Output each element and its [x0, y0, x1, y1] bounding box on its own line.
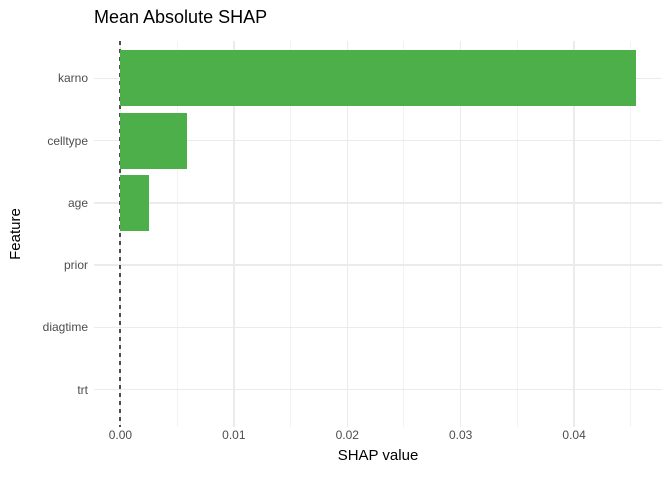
bar-age — [120, 174, 149, 231]
gridline-y-major-celltype — [94, 139, 662, 142]
gridline-x-minor — [176, 41, 178, 427]
y-tick-label-karno: karno — [57, 71, 88, 86]
y-axis-title: Feature — [7, 208, 24, 260]
y-tick-label-trt: trt — [77, 382, 88, 397]
y-tick-label-age: age — [67, 195, 88, 210]
bar-celltype — [120, 112, 188, 169]
y-tick-label-prior: prior — [63, 258, 88, 273]
gridline-y-major-prior — [94, 264, 662, 266]
y-tick-label-celltype: celltype — [47, 133, 88, 148]
gridline-x-minor — [630, 41, 632, 427]
x-tick-label-0.03: 0.03 — [448, 428, 473, 442]
gridline-x-minor — [516, 41, 518, 427]
y-tick-label-diagtime: diagtime — [42, 320, 88, 335]
plot-panel — [94, 41, 662, 427]
x-tick-label-0.04: 0.04 — [562, 428, 586, 442]
gridline-x-major — [346, 41, 348, 427]
gridline-x-minor — [403, 41, 405, 427]
x-tick-label-0.00: 0.00 — [108, 428, 133, 442]
x-tick-label-0.01: 0.01 — [222, 428, 246, 442]
chart-title: Mean Absolute SHAP — [94, 7, 268, 27]
gridline-x-major — [573, 41, 575, 427]
x-axis-title: SHAP value — [337, 447, 419, 464]
gridline-y-major-trt — [94, 388, 662, 391]
gridline-x-major — [233, 41, 235, 427]
gridline-y-major-age — [94, 202, 662, 204]
bar-karno — [120, 50, 637, 107]
gridline-x-major — [459, 41, 462, 427]
x-tick-label-0.02: 0.02 — [335, 428, 359, 442]
gridline-y-major-diagtime — [94, 326, 662, 329]
gridline-x-minor — [290, 41, 292, 427]
zero-dashed-line — [119, 41, 122, 427]
